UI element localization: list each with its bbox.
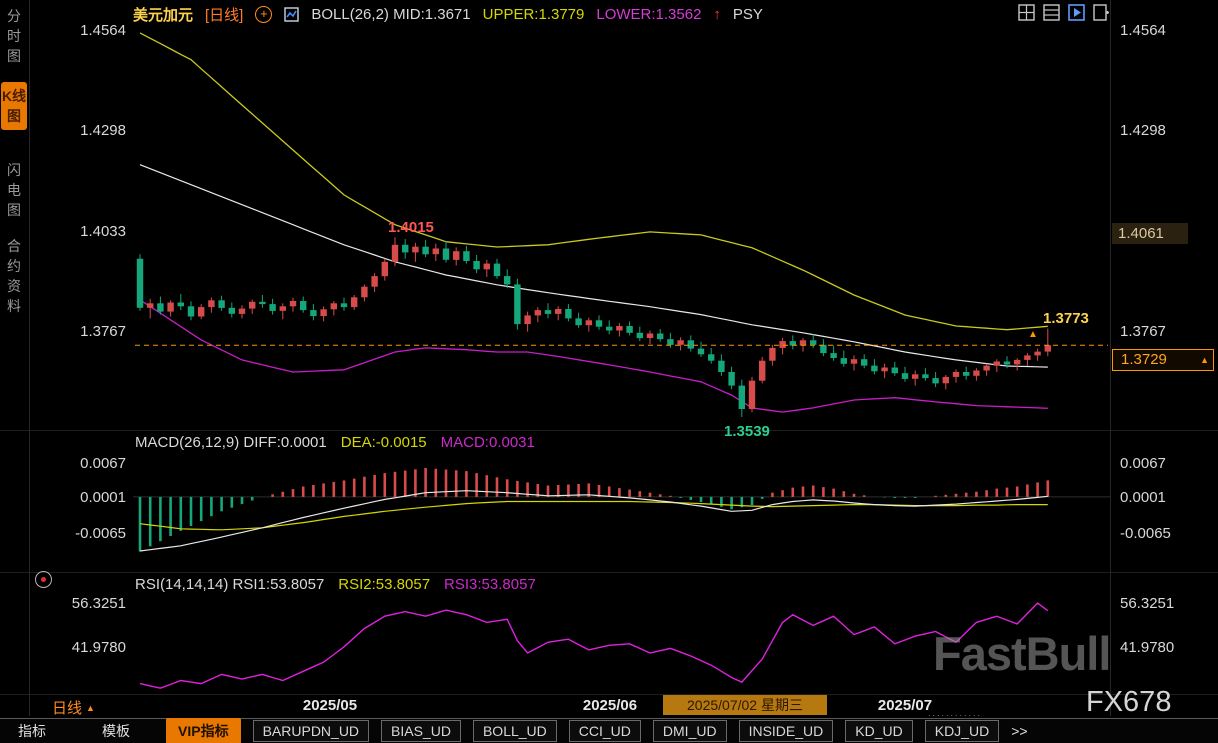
layout-active-pane-icon[interactable] [1068, 4, 1085, 21]
price-up-arrow-icon: ▲ [1200, 355, 1209, 365]
macd-tick: 0.0067 [1120, 455, 1166, 472]
macd-tick: 0.0001 [80, 489, 126, 506]
boll-lower-readout: LOWER:1.3562 [596, 5, 702, 23]
rsi-chart[interactable] [133, 594, 1110, 694]
macd-tick: 0.0067 [80, 455, 126, 472]
price-marker-icon: ▲ [1028, 329, 1038, 340]
tab-cci-ud[interactable]: CCI_UD [568, 720, 641, 742]
tab-kdj-ud[interactable]: KDJ_UD [924, 720, 1000, 742]
y-tick: 1.3767 [80, 323, 126, 340]
sidebar-divider [29, 0, 30, 716]
annotation-swing-low: 1.3539 [724, 423, 770, 440]
crosshair-date-badge: 2025/07/02 星期三 [663, 695, 827, 715]
period-selector[interactable]: 日线 ▲ [52, 697, 95, 718]
tab-templates[interactable]: 模板 [102, 723, 130, 739]
tab-overflow-dots: ............ [928, 708, 983, 718]
chevron-up-icon: ▲ [86, 702, 95, 713]
rsi-tick: 56.3251 [1120, 595, 1175, 612]
rsi-tick: 41.9780 [71, 639, 126, 656]
rsi3-readout: RSI3:53.8057 [444, 576, 536, 593]
tab-inside-ud[interactable]: INSIDE_UD [738, 720, 834, 742]
macd-value-readout: MACD:0.0031 [440, 434, 535, 451]
layout-grid4-icon[interactable] [1018, 4, 1035, 21]
y-tick: 1.4298 [80, 122, 126, 139]
tab-bias-ud[interactable]: BIAS_UD [381, 720, 461, 742]
tabs-more-button[interactable]: >> [1011, 723, 1028, 739]
period-high-badge: 1.4061 [1112, 223, 1188, 244]
period-label[interactable]: [日线] [205, 6, 244, 24]
y-tick: 1.4298 [1120, 122, 1166, 139]
layout-rows-icon[interactable] [1043, 4, 1060, 21]
panel-divider [0, 430, 1218, 431]
macd-tick: -0.0065 [75, 525, 126, 542]
last-price-value: 1.3729 [1121, 351, 1167, 368]
panel-divider [0, 572, 1218, 573]
rsi-header: RSI(14,14,14) RSI1:53.8057 RSI2:53.8057 … [135, 576, 536, 593]
layout-toolbar [1018, 4, 1110, 21]
x-axis-label-june: 2025/06 [582, 697, 638, 714]
macd-tick: -0.0065 [1120, 525, 1171, 542]
chart-header: 美元加元 [日线] + BOLL(26,2) MID:1.3671 UPPER:… [133, 3, 763, 25]
layout-add-pane-icon[interactable] [1093, 4, 1110, 21]
macd-dea-readout: DEA:-0.0015 [340, 434, 427, 451]
sidebar-item-timeshare[interactable]: 分时图 [7, 8, 21, 64]
x-axis-label-may: 2025/05 [302, 697, 358, 714]
up-arrow-icon: ↑ [713, 5, 721, 23]
rsi1-readout: RSI(14,14,14) RSI1:53.8057 [135, 576, 325, 593]
y-tick: 1.4033 [80, 223, 126, 240]
tab-dmi-ud[interactable]: DMI_UD [652, 720, 727, 742]
y-tick: 1.4564 [80, 22, 126, 39]
sidebar-item-flash[interactable]: 闪电图 [7, 162, 21, 218]
macd-header: MACD(26,12,9) DIFF:0.0001 DEA:-0.0015 MA… [135, 434, 535, 451]
x-axis-label-july: 2025/07 [877, 697, 933, 714]
period-selector-label: 日线 [52, 700, 83, 717]
annotation-recent-high: 1.3773 [1043, 310, 1089, 327]
panel-divider [0, 694, 1218, 695]
boll-readout: BOLL(26,2) MID:1.3671 [311, 5, 471, 23]
tab-boll-ud[interactable]: BOLL_UD [472, 720, 557, 742]
macd-tick: 0.0001 [1120, 489, 1166, 506]
rsi-settings-icon[interactable] [35, 571, 52, 588]
last-price-badge: 1.3729 ▲ [1112, 349, 1214, 371]
candlestick-chart[interactable] [133, 28, 1110, 440]
sidebar-item-contract-info[interactable]: 合约资料 [7, 238, 21, 314]
macd-chart[interactable] [133, 452, 1110, 568]
psy-label: PSY [732, 5, 763, 23]
annotation-swing-high: 1.4015 [388, 219, 434, 236]
add-indicator-icon[interactable]: + [255, 5, 273, 23]
rsi2-readout: RSI2:53.8057 [338, 576, 431, 593]
kline-indicator-icon[interactable] [284, 6, 300, 22]
sidebar-item-kline[interactable]: K线图 [1, 82, 27, 130]
tab-kd-ud[interactable]: KD_UD [845, 720, 913, 742]
watermark-brand: FastBull [933, 627, 1111, 680]
tab-barupdn-ud[interactable]: BARUPDN_UD [252, 720, 370, 742]
axis-divider [1110, 0, 1111, 716]
symbol-name: 美元加元 [133, 6, 194, 24]
tab-indicators[interactable]: 指标 [18, 723, 46, 739]
rsi-tick: 41.9780 [1120, 639, 1175, 656]
rsi-tick: 56.3251 [71, 595, 126, 612]
boll-upper-readout: UPPER:1.3779 [482, 5, 585, 23]
y-tick: 1.4564 [1120, 22, 1166, 39]
watermark-sub: FX678 [1086, 686, 1172, 718]
macd-diff-readout: MACD(26,12,9) DIFF:0.0001 [135, 434, 327, 451]
tab-vip-indicators[interactable]: VIP指标 [166, 718, 241, 743]
y-tick: 1.3767 [1120, 323, 1166, 340]
indicator-tab-bar: 指标 模板 VIP指标 BARUPDN_UD BIAS_UD BOLL_UD C… [0, 718, 1218, 743]
